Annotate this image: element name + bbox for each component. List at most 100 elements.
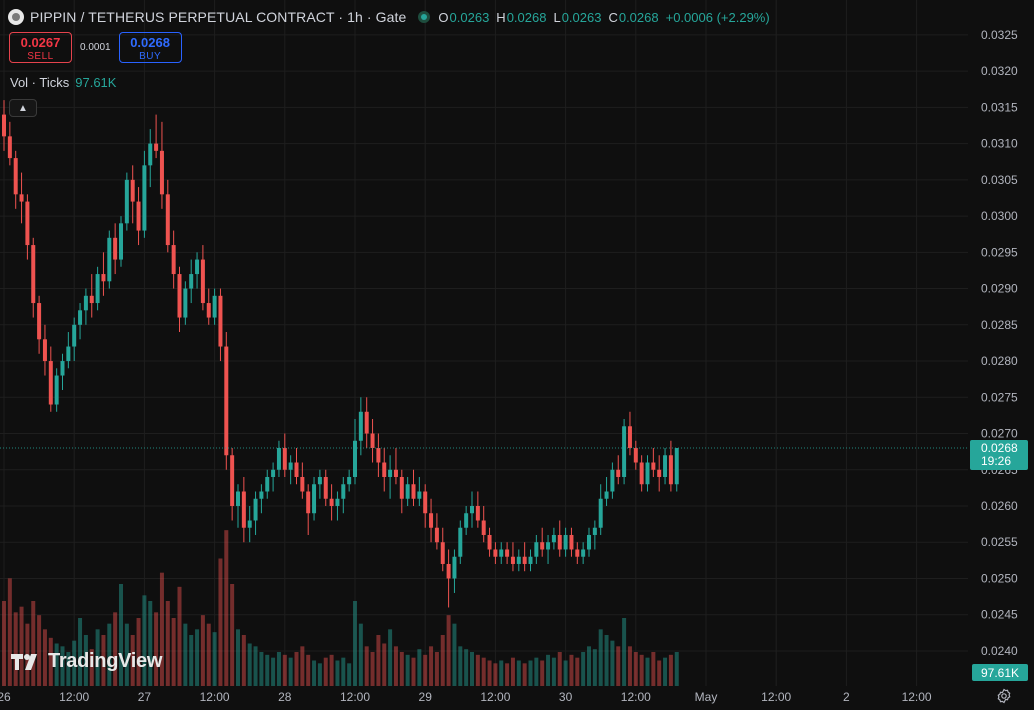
candle xyxy=(440,527,445,572)
candle-body xyxy=(581,549,586,557)
candle-body xyxy=(241,491,246,528)
candle-body xyxy=(42,339,47,362)
candle-body xyxy=(399,477,404,499)
symbol-header: PIPPIN / TETHERUS PERPETUAL CONTRACT · 1… xyxy=(8,6,770,28)
open-key: O xyxy=(438,9,449,25)
volume-bar xyxy=(288,657,293,686)
candle-body xyxy=(587,534,591,550)
candle-body xyxy=(540,542,545,550)
symbol-title[interactable]: PIPPIN / TETHERUS PERPETUAL CONTRACT · 1… xyxy=(30,9,407,25)
volume-bar xyxy=(429,646,434,686)
candle xyxy=(639,455,644,492)
candle-body xyxy=(113,237,118,260)
candle-body xyxy=(364,411,369,434)
buy-button[interactable]: 0.0268 BUY xyxy=(118,32,182,63)
volume-bar xyxy=(66,652,71,686)
time-tick-label: 12:00 xyxy=(902,690,932,704)
candle-body xyxy=(259,491,264,499)
candle xyxy=(335,491,340,521)
candle xyxy=(294,448,299,485)
candle xyxy=(575,542,580,564)
volume-bar xyxy=(651,652,656,686)
high-key: H xyxy=(496,9,506,25)
volume-bar xyxy=(423,654,428,686)
candle xyxy=(429,498,434,543)
volume-bar xyxy=(505,663,510,686)
volume-bar xyxy=(48,637,53,686)
volume-bar xyxy=(546,654,551,686)
volume-bar xyxy=(399,652,404,686)
tradingview-logo[interactable]: TradingView xyxy=(10,650,162,673)
candle-body xyxy=(253,498,258,521)
low-key: L xyxy=(553,9,561,25)
volume-bar xyxy=(645,657,650,686)
candle xyxy=(165,179,170,253)
candle-body xyxy=(218,295,223,347)
candle xyxy=(587,527,591,557)
candle xyxy=(481,505,486,543)
candle xyxy=(347,469,352,492)
volume-bar xyxy=(236,629,240,686)
time-axis-bg xyxy=(0,686,1034,710)
candle xyxy=(493,542,498,564)
candle xyxy=(405,477,410,506)
volume-bar xyxy=(159,572,164,686)
volume-bar xyxy=(206,623,211,686)
volume-bar xyxy=(674,652,679,686)
price-tick-label: 0.0300 xyxy=(981,209,1018,223)
time-tick-label: 30 xyxy=(559,690,573,704)
volume-bar xyxy=(528,660,533,686)
volume-bar xyxy=(165,601,170,686)
candle xyxy=(247,505,252,543)
candle xyxy=(265,469,270,499)
candle xyxy=(569,527,574,557)
volume-bar xyxy=(382,643,387,686)
time-tick-label: 12:00 xyxy=(480,690,510,704)
volume-bar xyxy=(60,646,65,686)
volume-bar xyxy=(499,660,504,686)
candle-body xyxy=(306,491,311,514)
candle-body xyxy=(101,274,106,282)
volume-bar xyxy=(592,649,597,686)
candle-body xyxy=(668,455,673,485)
candle-body xyxy=(440,542,445,564)
candle xyxy=(101,252,106,296)
candle xyxy=(306,484,311,535)
candle xyxy=(183,281,188,325)
candle-body xyxy=(499,549,504,557)
candle-body xyxy=(464,513,469,528)
volume-bar xyxy=(563,660,568,686)
candle-body xyxy=(247,520,252,528)
volume-bar xyxy=(2,601,6,686)
collapse-legend-button[interactable]: ▲ xyxy=(9,99,37,117)
time-tick-label: May xyxy=(695,690,718,704)
volume-legend[interactable]: Vol · Ticks 97.61K xyxy=(10,75,116,90)
candle-body xyxy=(230,455,235,506)
volume-bar xyxy=(95,629,100,686)
volume-bar xyxy=(42,629,47,686)
candle-body xyxy=(300,477,305,492)
volume-bar xyxy=(616,646,621,686)
candle-body xyxy=(452,556,457,579)
volume-bar xyxy=(200,615,205,686)
chart-settings-button[interactable] xyxy=(993,686,1015,706)
price-tick-label: 0.0270 xyxy=(981,427,1018,441)
candle-body xyxy=(423,491,428,514)
sell-button[interactable]: 0.0267 SELL xyxy=(9,32,72,63)
candle-body xyxy=(265,477,270,492)
candle xyxy=(458,520,463,564)
candle xyxy=(282,433,287,478)
price-change: +0.0006 (+2.29%) xyxy=(665,9,770,25)
ohlc-values: O0.0263 H0.0268 L0.0263 C0.0268 +0.0006 … xyxy=(438,10,769,25)
time-axis[interactable]: 26 12:00 27 12:00 28 12:00 29 12:00 30 12:00 May 12… xyxy=(0,686,1034,710)
price-axis[interactable]: 0.0325 0.0320 0.0315 0.0310 0.0305 0.0300 0.02… xyxy=(968,0,1034,686)
candle-body xyxy=(171,245,176,275)
candle-body xyxy=(276,448,281,470)
close-key: C xyxy=(608,9,618,25)
volume-bar xyxy=(557,652,562,686)
candle-body xyxy=(481,520,486,535)
candle xyxy=(663,448,668,485)
candle-body xyxy=(622,426,627,478)
candle xyxy=(48,346,53,412)
